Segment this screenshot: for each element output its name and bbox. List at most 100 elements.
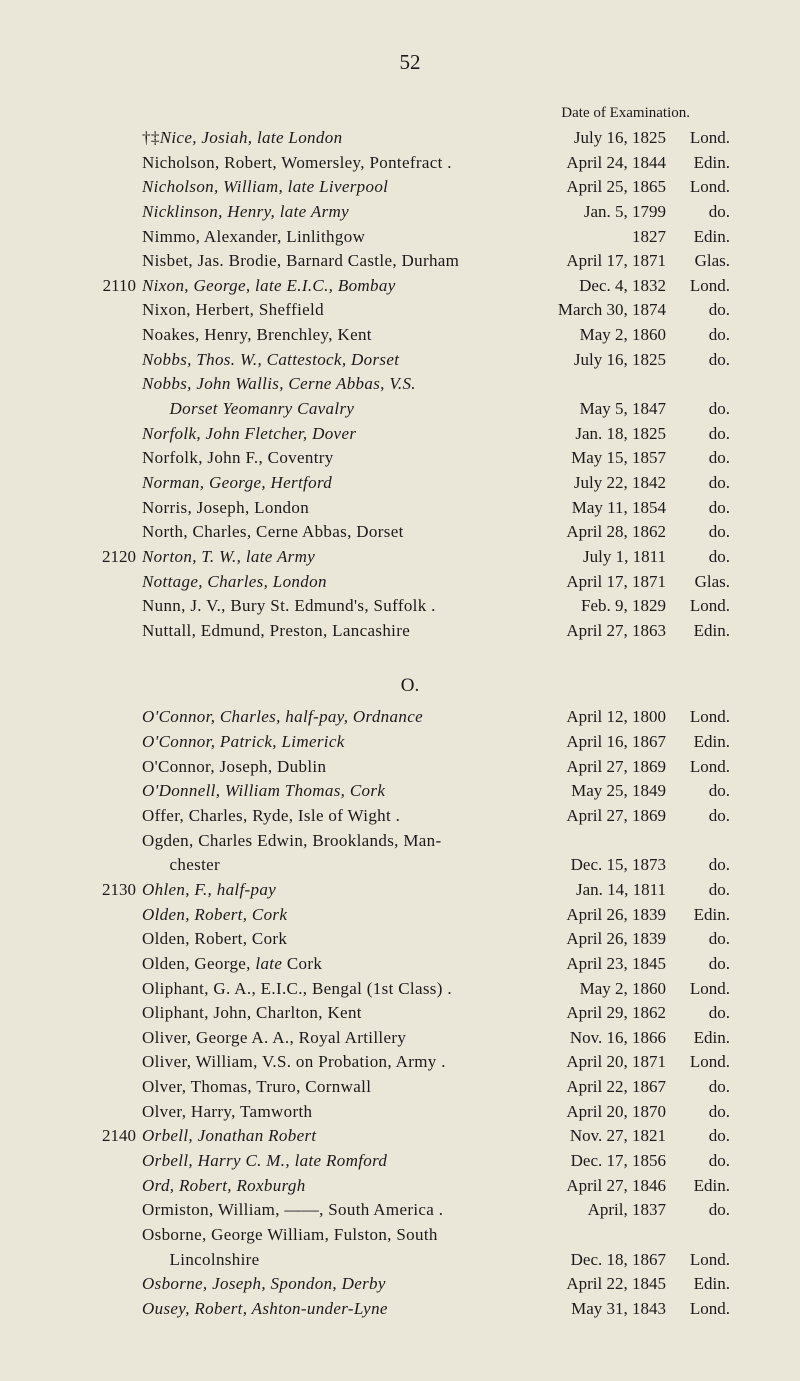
entry-place: do. [666,298,730,323]
entry-name: Orbell, Jonathan Robert [142,1124,526,1149]
entry-row: Nuttall, Edmund, Preston, LancashireApri… [90,619,730,644]
entry-name: Oliphant, G. A., E.I.C., Bengal (1st Cla… [142,977,526,1002]
entry-place: do. [666,422,730,447]
entry-name: Lincolnshire [142,1248,526,1273]
entry-row: Oliphant, John, Charlton, KentApril 29, … [90,1001,730,1026]
entry-name: Nicklinson, Henry, late Army [142,200,526,225]
date-of-examination-header: Date of Examination. [90,105,730,122]
entry-name: †‡Nice, Josiah, late London [142,126,526,151]
entry-place: Lond. [666,1248,730,1273]
entry-row: O'Connor, Charles, half-pay, OrdnanceApr… [90,705,730,730]
entry-row: Olden, Robert, CorkApril 26, 1839Edin. [90,903,730,928]
entry-date: Jan. 14, 1811 [526,878,666,903]
entry-name: Oliver, William, V.S. on Probation, Army… [142,1050,526,1075]
entry-name: Ohlen, F., half-pay [142,878,526,903]
entry-date: April 27, 1869 [526,804,666,829]
entry-row: Noakes, Henry, Brenchley, KentMay 2, 186… [90,323,730,348]
entry-place: Lond. [666,175,730,200]
entry-place: Edin. [666,225,730,250]
entry-place: do. [666,200,730,225]
entry-name: Oliphant, John, Charlton, Kent [142,1001,526,1026]
entry-row: Nisbet, Jas. Brodie, Barnard Castle, Dur… [90,249,730,274]
entry-date: April 24, 1844 [526,151,666,176]
entry-name: Norfolk, John Fletcher, Dover [142,422,526,447]
entry-date: Dec. 18, 1867 [526,1248,666,1273]
entry-name: Oliver, George A. A., Royal Artillery [142,1026,526,1051]
entry-row: Nimmo, Alexander, Linlithgow1827Edin. [90,225,730,250]
entry-row: Nixon, Herbert, SheffieldMarch 30, 1874d… [90,298,730,323]
entry-date: April, 1837 [526,1198,666,1223]
entry-name: North, Charles, Cerne Abbas, Dorset [142,520,526,545]
entry-name: Offer, Charles, Ryde, Isle of Wight . [142,804,526,829]
entry-date: April 16, 1867 [526,730,666,755]
entry-date: July 16, 1825 [526,126,666,151]
entry-place: Lond. [666,755,730,780]
entry-date: Feb. 9, 1829 [526,594,666,619]
entry-place: Lond. [666,1297,730,1322]
entry-row: chesterDec. 15, 1873do. [90,853,730,878]
entry-place: do. [666,878,730,903]
entry-row: †‡Nice, Josiah, late LondonJuly 16, 1825… [90,126,730,151]
entry-date: July 16, 1825 [526,348,666,373]
entry-place: do. [666,1100,730,1125]
entry-row: Ord, Robert, RoxburghApril 27, 1846Edin. [90,1174,730,1199]
entry-row: Norfolk, John Fletcher, DoverJan. 18, 18… [90,422,730,447]
entry-row: O'Donnell, William Thomas, CorkMay 25, 1… [90,779,730,804]
entry-date: Dec. 4, 1832 [526,274,666,299]
entry-place: Edin. [666,1272,730,1297]
entry-name: Nuttall, Edmund, Preston, Lancashire [142,619,526,644]
entry-row: North, Charles, Cerne Abbas, DorsetApril… [90,520,730,545]
entry-name: Nobbs, Thos. W., Cattestock, Dorset [142,348,526,373]
entry-place: Lond. [666,274,730,299]
entry-date: Jan. 5, 1799 [526,200,666,225]
entry-name: Nunn, J. V., Bury St. Edmund's, Suffolk … [142,594,526,619]
entry-name: Nimmo, Alexander, Linlithgow [142,225,526,250]
entry-name: Orbell, Harry C. M., late Romford [142,1149,526,1174]
entry-row: LincolnshireDec. 18, 1867Lond. [90,1248,730,1273]
entry-place: do. [666,779,730,804]
entry-name: Nisbet, Jas. Brodie, Barnard Castle, Dur… [142,249,526,274]
entry-place: Edin. [666,1174,730,1199]
entry-row: Oliphant, G. A., E.I.C., Bengal (1st Cla… [90,977,730,1002]
entry-date: Dec. 17, 1856 [526,1149,666,1174]
entry-row: Norman, George, HertfordJuly 22, 1842do. [90,471,730,496]
entry-date: April 22, 1867 [526,1075,666,1100]
entry-place: do. [666,1001,730,1026]
entry-row: Oliver, William, V.S. on Probation, Army… [90,1050,730,1075]
entry-date: April 27, 1869 [526,755,666,780]
entry-name: Nixon, George, late E.I.C., Bombay [142,274,526,299]
entry-row: Nobbs, Thos. W., Cattestock, DorsetJuly … [90,348,730,373]
entry-row: Ousey, Robert, Ashton-under-LyneMay 31, … [90,1297,730,1322]
entry-row: Olver, Harry, TamworthApril 20, 1870do. [90,1100,730,1125]
entry-place: do. [666,952,730,977]
entry-place: do. [666,1198,730,1223]
entry-date: May 2, 1860 [526,977,666,1002]
entry-name: Olver, Harry, Tamworth [142,1100,526,1125]
entry-place: Glas. [666,570,730,595]
entry-place: Lond. [666,1050,730,1075]
entry-date: May 15, 1857 [526,446,666,471]
entry-place: do. [666,1075,730,1100]
entry-date: April 23, 1845 [526,952,666,977]
entry-date: April 22, 1845 [526,1272,666,1297]
entry-name: Nobbs, John Wallis, Cerne Abbas, V.S. [142,372,526,397]
entry-place: Lond. [666,705,730,730]
entry-row: O'Connor, Joseph, DublinApril 27, 1869Lo… [90,755,730,780]
entry-date: May 5, 1847 [526,397,666,422]
entry-name: O'Connor, Charles, half-pay, Ordnance [142,705,526,730]
entry-row: 2130Ohlen, F., half-payJan. 14, 1811do. [90,878,730,903]
entry-place: do. [666,323,730,348]
entry-name: Nicholson, Robert, Womersley, Pontefract… [142,151,526,176]
entry-place: do. [666,1149,730,1174]
entry-date: July 22, 1842 [526,471,666,496]
entry-row: Ogden, Charles Edwin, Brooklands, Man- [90,829,730,854]
entry-row: Nottage, Charles, LondonApril 17, 1871Gl… [90,570,730,595]
marginal-number: 2120 [90,545,142,570]
entry-name: Ord, Robert, Roxburgh [142,1174,526,1199]
entry-name: Ormiston, William, ——, South America . [142,1198,526,1223]
entry-name: Ousey, Robert, Ashton-under-Lyne [142,1297,526,1322]
entry-date: May 2, 1860 [526,323,666,348]
entry-date: May 25, 1849 [526,779,666,804]
entry-name: chester [142,853,526,878]
entry-row: Orbell, Harry C. M., late RomfordDec. 17… [90,1149,730,1174]
